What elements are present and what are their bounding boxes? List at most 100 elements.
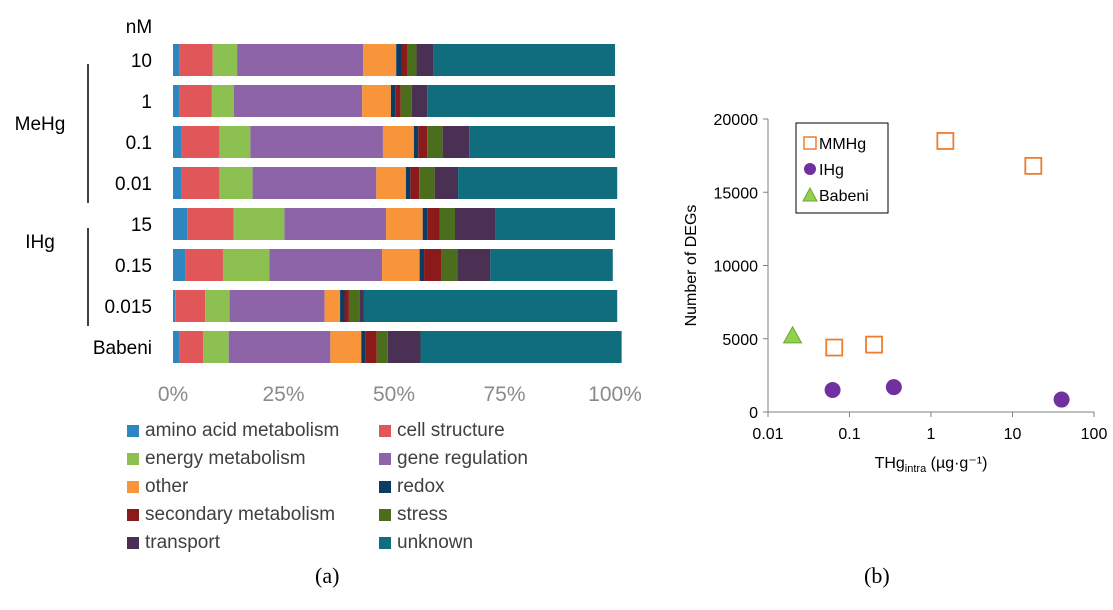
bar-segment — [407, 44, 417, 76]
bar-segment — [179, 85, 212, 117]
bar-segment — [390, 85, 396, 117]
bar-segment — [441, 249, 458, 281]
y-tick-label: 15000 — [714, 185, 759, 202]
legend-label: IHg — [819, 162, 844, 179]
bar-segment — [363, 290, 618, 322]
y-tick-label: 10000 — [714, 259, 759, 276]
category-label: 0.15 — [115, 256, 152, 277]
bar-segment — [340, 290, 345, 322]
bar-segment — [181, 167, 220, 199]
bar-segment — [422, 208, 428, 240]
x-tick-label: 100 — [1081, 426, 1108, 443]
bar-segment — [250, 126, 383, 158]
bar-segment — [237, 44, 364, 76]
bar-segment — [179, 331, 204, 363]
x-tick-label: 0.01 — [752, 426, 783, 443]
bar-segment — [419, 167, 435, 199]
bar-segment — [212, 44, 238, 76]
bar-segment — [382, 126, 414, 158]
bar-segment — [173, 85, 180, 117]
bar-segment — [395, 85, 401, 117]
legend-swatch — [127, 425, 139, 437]
bar-segment — [401, 44, 408, 76]
bar-segment — [400, 85, 412, 117]
bar-segment — [187, 208, 234, 240]
x-tick-label: 25% — [262, 383, 304, 406]
legend-label: cell structure — [397, 420, 505, 441]
legend-swatch — [127, 509, 139, 521]
bar-segment — [457, 249, 491, 281]
bar-segment — [416, 44, 434, 76]
x-tick-label: 1 — [927, 426, 936, 443]
x-axis-label-unit: (µg·g⁻¹) — [926, 455, 987, 472]
legend-item: cell structure — [379, 420, 505, 442]
legend-item: energy metabolism — [127, 448, 306, 470]
bar-segment — [454, 208, 496, 240]
bar-segment — [348, 290, 360, 322]
category-label: Babeni — [93, 338, 152, 359]
bar-segment — [427, 208, 440, 240]
bar-segment — [490, 249, 613, 281]
data-point — [824, 382, 841, 399]
bar-segment — [173, 331, 180, 363]
bar-segment — [405, 167, 411, 199]
bar-segment — [344, 290, 349, 322]
data-point — [1053, 391, 1070, 408]
bar-segment — [413, 126, 419, 158]
legend-marker — [803, 136, 817, 150]
bar-segment — [205, 290, 230, 322]
bar-segment — [222, 249, 270, 281]
x-tick-label: 50% — [373, 383, 415, 406]
legend-swatch — [127, 453, 139, 465]
legend-label: Babeni — [819, 188, 869, 205]
scatter-chart: 0 5000 10000 15000 20000 0.01 0.1 1 10 100 Number … — [683, 112, 1108, 475]
bar-segment — [284, 208, 387, 240]
legend-item: amino acid metabolism — [127, 420, 339, 442]
x-tick-label: 0% — [158, 383, 188, 406]
group-label: IHg — [25, 232, 55, 253]
bar-segment — [418, 126, 428, 158]
bar-segment — [173, 167, 182, 199]
x-axis-label: THgintra (µg·g⁻¹) — [875, 455, 988, 475]
legend-label: unknown — [397, 532, 474, 553]
bar-segment — [179, 44, 213, 76]
bar-segment — [419, 249, 425, 281]
category-label: 10 — [131, 51, 152, 72]
legend-item: other — [127, 476, 188, 498]
legend-item: stress — [379, 504, 448, 526]
bar-segment — [495, 208, 615, 240]
legend-swatch — [379, 481, 391, 493]
panel-label-b: (b) — [864, 563, 890, 588]
bar-segment — [363, 44, 397, 76]
data-point — [885, 379, 902, 396]
bar-segment — [458, 167, 618, 199]
category-label: 0.1 — [126, 133, 152, 154]
bar-segment — [410, 167, 420, 199]
x-axis-label-main: THg — [875, 455, 905, 472]
bar-segment — [387, 331, 421, 363]
data-point — [865, 335, 883, 354]
legend-label: energy metabolism — [145, 448, 306, 469]
bar-segment — [434, 167, 459, 199]
bar-segment — [362, 85, 391, 117]
bar-segment — [469, 126, 615, 158]
category-label: 1 — [141, 92, 152, 113]
bar-segment — [427, 85, 615, 117]
bar-segment — [211, 85, 234, 117]
x-tick-label: 10 — [1004, 426, 1022, 443]
x-axis-label-subscript: intra — [905, 463, 927, 475]
legend-marker — [804, 163, 816, 175]
bar-segment — [324, 290, 341, 322]
bar-segment — [269, 249, 383, 281]
bar-segment — [365, 331, 377, 363]
legend-label: secondary metabolism — [145, 504, 336, 525]
legend-item: redox — [379, 476, 445, 498]
bar-segment — [173, 208, 188, 240]
bar-segment — [203, 331, 229, 363]
legend-label: transport — [145, 532, 220, 553]
bar-segment — [386, 208, 423, 240]
category-label: 0.015 — [104, 297, 152, 318]
legend-label: MMHg — [819, 136, 866, 153]
bar-segment — [173, 249, 186, 281]
bar-segment — [233, 208, 285, 240]
